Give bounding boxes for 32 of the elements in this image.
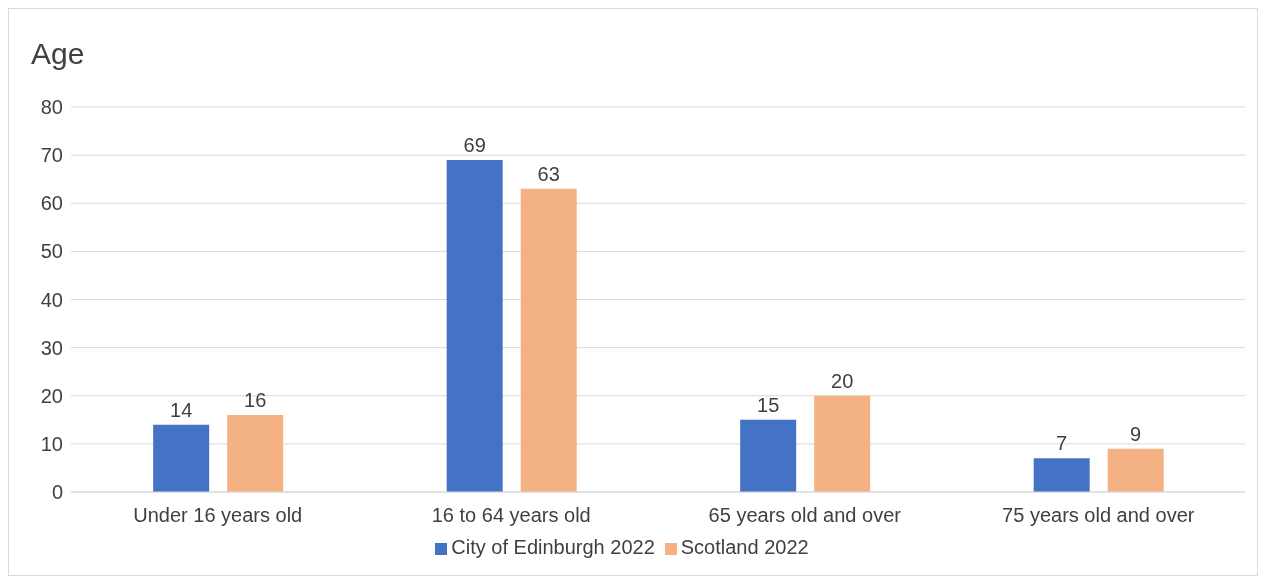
y-tick-label: 30 [40, 336, 63, 359]
x-tick-label: Under 16 years old [133, 504, 303, 527]
bar [1033, 458, 1090, 492]
data-label: 7 [1056, 432, 1068, 455]
legend-label: City of Edinburgh 2022 [451, 536, 655, 558]
y-tick-label: 80 [40, 96, 63, 119]
y-tick-label: 60 [40, 192, 63, 215]
data-label: 20 [831, 369, 854, 392]
y-tick-label: 20 [40, 384, 63, 407]
bar [520, 188, 577, 492]
chart-title: Age [31, 37, 85, 71]
y-tick-label: 40 [40, 288, 63, 311]
data-label: 15 [757, 393, 780, 416]
bar [814, 395, 871, 492]
legend-label: Scotland 2022 [680, 536, 809, 558]
bar [1107, 448, 1164, 492]
data-label: 16 [244, 389, 267, 411]
bar [153, 424, 210, 492]
x-tick-label: 16 to 64 years old [431, 504, 591, 527]
data-label: 14 [170, 398, 193, 421]
data-label: 69 [463, 133, 486, 156]
y-tick-label: 10 [40, 432, 63, 455]
y-tick-label: 70 [40, 144, 63, 167]
bar [740, 419, 797, 492]
data-label: 63 [537, 162, 560, 185]
x-tick-label: 65 years old and over [708, 504, 902, 527]
bar [446, 159, 503, 492]
bar [227, 415, 284, 492]
y-tick-label: 50 [40, 240, 63, 263]
y-tick-label: 0 [51, 481, 63, 504]
x-tick-label: 75 years old and over [1002, 504, 1195, 527]
data-label: 9 [1130, 422, 1142, 445]
